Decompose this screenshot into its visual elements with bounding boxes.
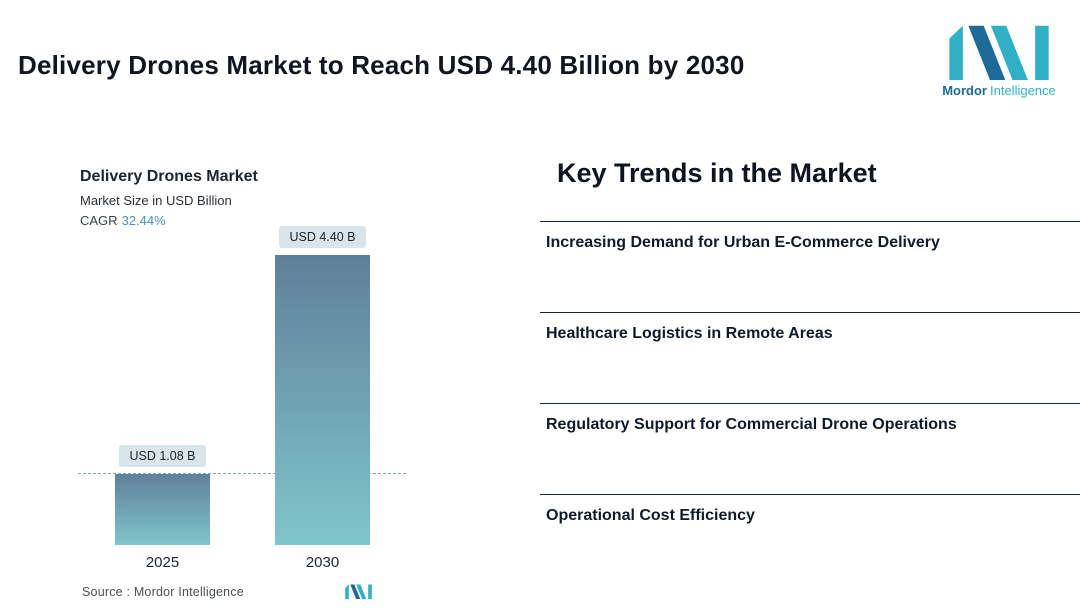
- brand-logo: Mordor Intelligence: [940, 24, 1058, 98]
- trend-item: Healthcare Logistics in Remote Areas: [540, 312, 1080, 403]
- mordor-intelligence-logo-icon-small: [345, 584, 372, 599]
- brand-name: Mordor Intelligence: [942, 83, 1056, 98]
- chart-header: Delivery Drones Market Market Size in US…: [80, 168, 258, 228]
- x-tick: 2025: [145, 554, 180, 571]
- bar: [115, 474, 210, 545]
- cagr-label: CAGR: [80, 213, 118, 228]
- value-chip: USD 1.08 B: [119, 445, 206, 467]
- key-trends-panel: Key Trends in the Market Increasing Dema…: [540, 158, 1080, 585]
- mordor-intelligence-logo-icon: [943, 24, 1055, 80]
- bar-chart: USD 1.08 B 2025 USD 4.40 B 2030: [78, 223, 406, 575]
- chart-subtitle: Market Size in USD Billion: [80, 193, 232, 208]
- trend-item: Operational Cost Efficiency: [540, 494, 1080, 585]
- bar: [275, 255, 370, 545]
- bar-group-2030: USD 4.40 B 2030: [275, 226, 370, 575]
- reference-dashed-line: [78, 473, 406, 474]
- value-chip: USD 4.40 B: [279, 226, 366, 248]
- bar-group-2025: USD 1.08 B 2025: [115, 445, 210, 575]
- trends-heading: Key Trends in the Market: [557, 158, 877, 188]
- trend-item: Regulatory Support for Commercial Drone …: [540, 403, 1080, 494]
- brand-name-secondary: Intelligence: [990, 83, 1056, 98]
- page-title: Delivery Drones Market to Reach USD 4.40…: [18, 50, 745, 80]
- source-label: Source : Mordor Intelligence: [82, 584, 244, 599]
- trend-item: Increasing Demand for Urban E-Commerce D…: [540, 221, 1080, 312]
- x-tick: 2030: [305, 554, 340, 571]
- chart-title: Delivery Drones Market: [80, 168, 258, 185]
- chart-cagr: CAGR 32.44%: [80, 213, 258, 228]
- trends-list: Increasing Demand for Urban E-Commerce D…: [540, 221, 1080, 585]
- chart-source: Source : Mordor Intelligence: [82, 584, 372, 599]
- brand-name-primary: Mordor: [942, 83, 987, 98]
- cagr-value: 32.44%: [121, 213, 166, 228]
